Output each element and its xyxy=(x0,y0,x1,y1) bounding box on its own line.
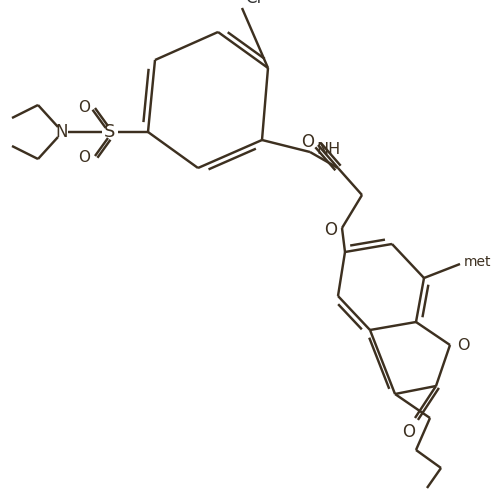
Text: Cl: Cl xyxy=(245,0,261,7)
Text: O: O xyxy=(457,339,469,353)
Text: O: O xyxy=(78,99,90,115)
Text: methyl: methyl xyxy=(464,255,491,269)
Text: O: O xyxy=(78,149,90,165)
Text: N: N xyxy=(56,123,68,141)
Text: O: O xyxy=(324,221,337,239)
Text: O: O xyxy=(403,423,415,441)
Text: NH: NH xyxy=(316,142,340,156)
Text: S: S xyxy=(104,123,116,141)
Text: O: O xyxy=(301,133,314,151)
